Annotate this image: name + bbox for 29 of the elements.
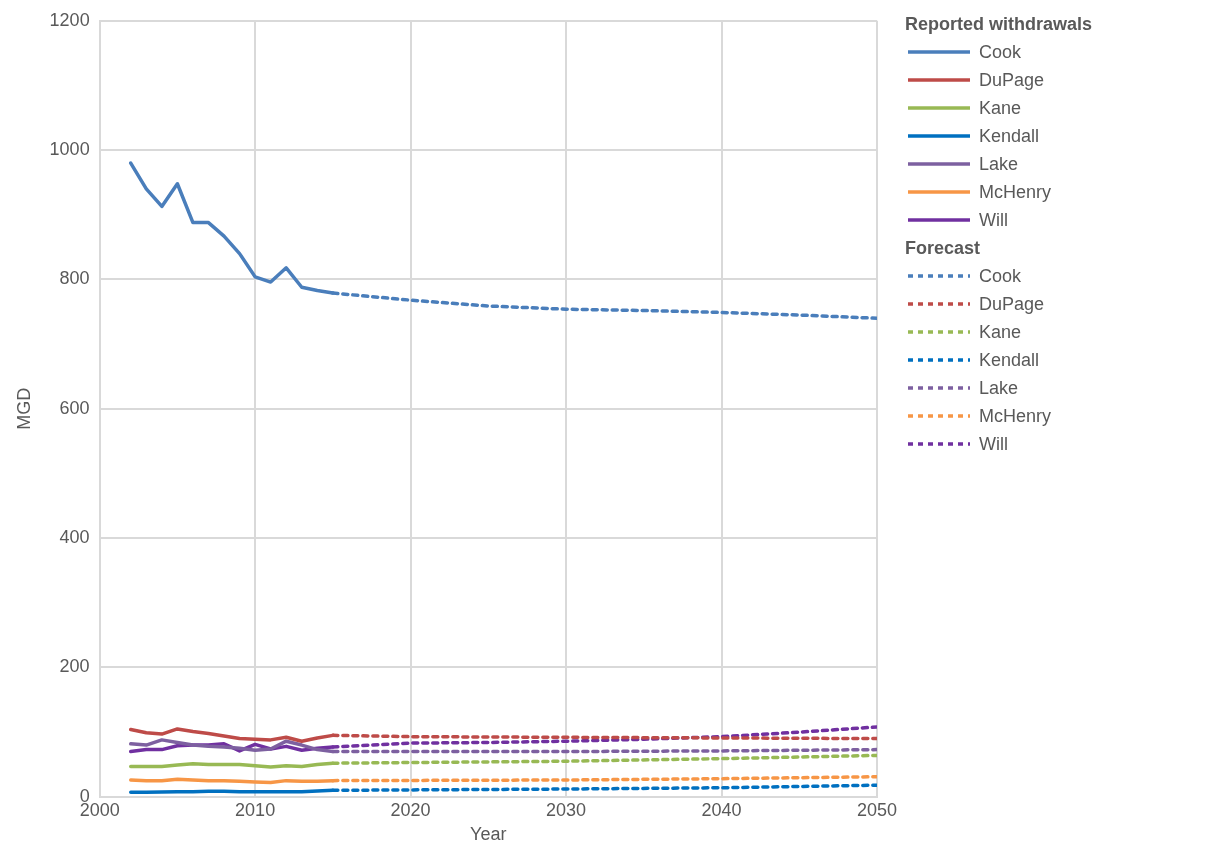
- legend-label: Lake: [979, 153, 1019, 176]
- y-tick-label: 1200: [49, 9, 90, 30]
- y-axis-title: MGD: [13, 387, 34, 430]
- legend-label: Kane: [979, 321, 1022, 344]
- legend-label: Will: [979, 433, 1008, 456]
- text: Reported withdrawals: [905, 14, 1093, 34]
- x-tick-label: 2010: [235, 799, 276, 820]
- legend-label: Lake: [979, 377, 1019, 400]
- y-tick-label: 400: [59, 527, 90, 548]
- legend-label: McHenry: [979, 181, 1052, 204]
- y-tick-label: 200: [59, 656, 90, 677]
- x-axis-title: Year: [470, 824, 507, 845]
- y-tick-label: 800: [59, 268, 90, 289]
- legend-label: Will: [979, 209, 1008, 232]
- legend-label: DuPage: [979, 69, 1045, 92]
- x-tick-label: 2040: [701, 799, 742, 820]
- x-tick-label: 2050: [856, 799, 897, 820]
- legend-label: Kane: [979, 97, 1022, 120]
- legend-label: McHenry: [979, 405, 1052, 428]
- legend-label: Kendall: [979, 349, 1040, 372]
- text: Forecast: [905, 238, 981, 258]
- y-tick-label: 600: [59, 397, 90, 418]
- legend-label: Kendall: [979, 125, 1040, 148]
- y-tick-label: 1000: [49, 139, 90, 160]
- x-tick-label: 2030: [546, 799, 587, 820]
- legend-label: Cook: [979, 265, 1022, 288]
- legend-label: Cook: [979, 41, 1022, 64]
- x-tick-label: 2020: [390, 799, 431, 820]
- legend-label: DuPage: [979, 293, 1045, 316]
